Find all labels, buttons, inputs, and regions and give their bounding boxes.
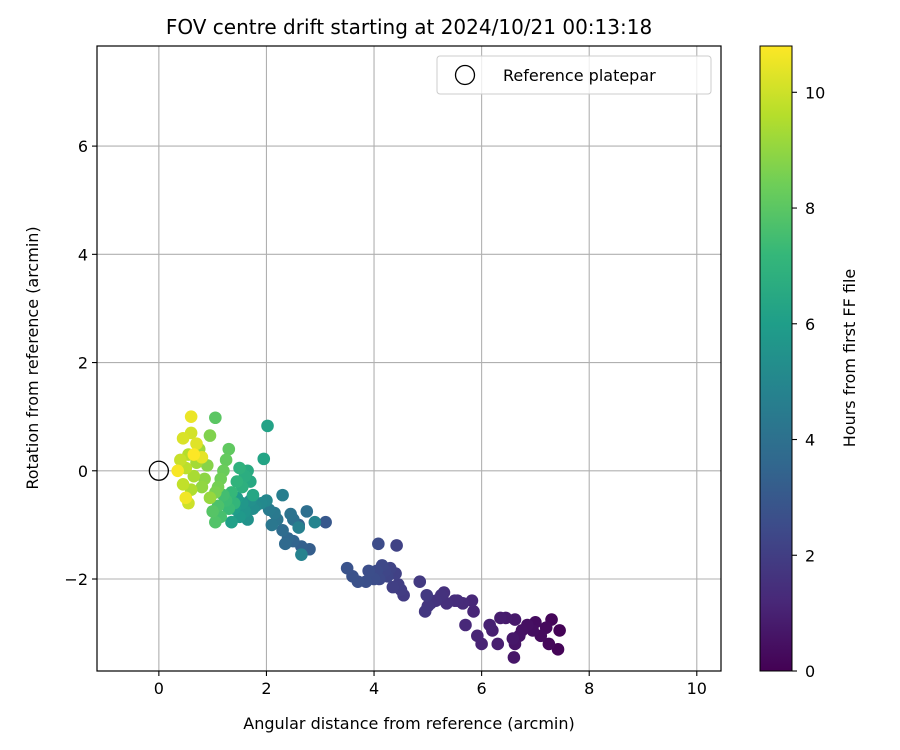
data-point (179, 491, 193, 505)
data-point (292, 521, 306, 534)
data-point (506, 632, 520, 645)
x-tick-label: 0 (154, 679, 164, 698)
data-point (413, 575, 427, 589)
data-point (174, 453, 187, 467)
data-point (233, 461, 246, 475)
x-tick-label: 8 (584, 679, 594, 698)
data-point (176, 478, 190, 491)
legend: Reference platepar (436, 55, 712, 95)
legend-marker (454, 64, 476, 86)
data-point (225, 515, 238, 529)
data-point (219, 453, 233, 467)
data-point (230, 475, 244, 488)
data-point (553, 624, 566, 637)
chart-title: FOV centre drift starting at 2024/10/21 … (166, 15, 652, 39)
x-tick-label: 4 (369, 679, 379, 698)
data-point (276, 524, 289, 537)
data-point (459, 618, 472, 632)
data-point (261, 419, 274, 433)
y-tick-label: 6 (78, 137, 88, 156)
data-point (542, 637, 556, 651)
data-point (284, 507, 297, 521)
data-points (171, 410, 566, 664)
data-point (203, 491, 217, 505)
data-point (467, 605, 480, 618)
data-point (340, 561, 354, 575)
data-point (209, 515, 222, 529)
data-point (257, 452, 271, 466)
data-point (187, 469, 201, 483)
data-point (190, 437, 203, 451)
grid (97, 46, 721, 671)
data-point (491, 637, 505, 651)
legend-box (436, 55, 712, 95)
y-axis-label: Rotation from reference (arcmin) (23, 226, 42, 489)
y-tick-label: 0 (78, 462, 88, 481)
data-point (471, 629, 484, 643)
data-point (187, 448, 201, 461)
data-point (300, 505, 314, 518)
colorbar (759, 45, 793, 672)
data-point (295, 548, 308, 561)
y-tick-label: 4 (78, 245, 88, 264)
data-point (222, 442, 236, 456)
reference-platepar-marker (148, 460, 170, 481)
colorbar-tick-label: 6 (805, 315, 815, 334)
y-tick-label: 2 (78, 354, 88, 373)
data-point (483, 618, 496, 632)
data-point (386, 580, 400, 594)
colorbar-ticks: 0 2 4 6 8 10 (792, 83, 825, 681)
colorbar-tick-label: 10 (805, 83, 825, 102)
x-tick-label: 2 (261, 679, 271, 698)
data-point (171, 464, 184, 478)
data-point (203, 429, 217, 442)
data-point (184, 410, 198, 423)
x-tick-label: 6 (477, 679, 487, 698)
y-tick-label: −2 (64, 570, 88, 589)
data-point (206, 505, 219, 518)
data-point (209, 411, 222, 425)
data-point (390, 539, 403, 552)
data-point (362, 564, 375, 578)
data-point (420, 588, 434, 602)
colorbar-tick-label: 8 (805, 199, 815, 218)
x-tick-label: 10 (687, 679, 707, 698)
data-point (195, 480, 209, 494)
colorbar-tick-label: 4 (805, 431, 815, 450)
y-axis-ticks: −2 0 2 4 6 (64, 137, 97, 589)
data-point (418, 605, 432, 618)
colorbar-tick-label: 0 (805, 662, 815, 681)
data-point (265, 518, 279, 532)
data-point (246, 488, 260, 502)
data-point (494, 611, 507, 625)
data-point (319, 515, 332, 529)
legend-entry-reference-platepar: Reference platepar (503, 66, 656, 85)
data-point (278, 537, 292, 551)
data-point (276, 488, 289, 502)
data-point (308, 515, 322, 529)
plot-frame (96, 45, 722, 672)
data-point (176, 432, 190, 445)
colorbar-label: Hours from first FF file (840, 269, 859, 448)
colorbar-tick-label: 2 (805, 546, 815, 565)
x-axis-label: Angular distance from reference (arcmin) (243, 714, 574, 733)
x-axis-ticks: 0 2 4 6 8 10 (154, 671, 707, 698)
data-point (507, 651, 521, 664)
data-point (551, 643, 565, 656)
data-point (372, 537, 385, 551)
